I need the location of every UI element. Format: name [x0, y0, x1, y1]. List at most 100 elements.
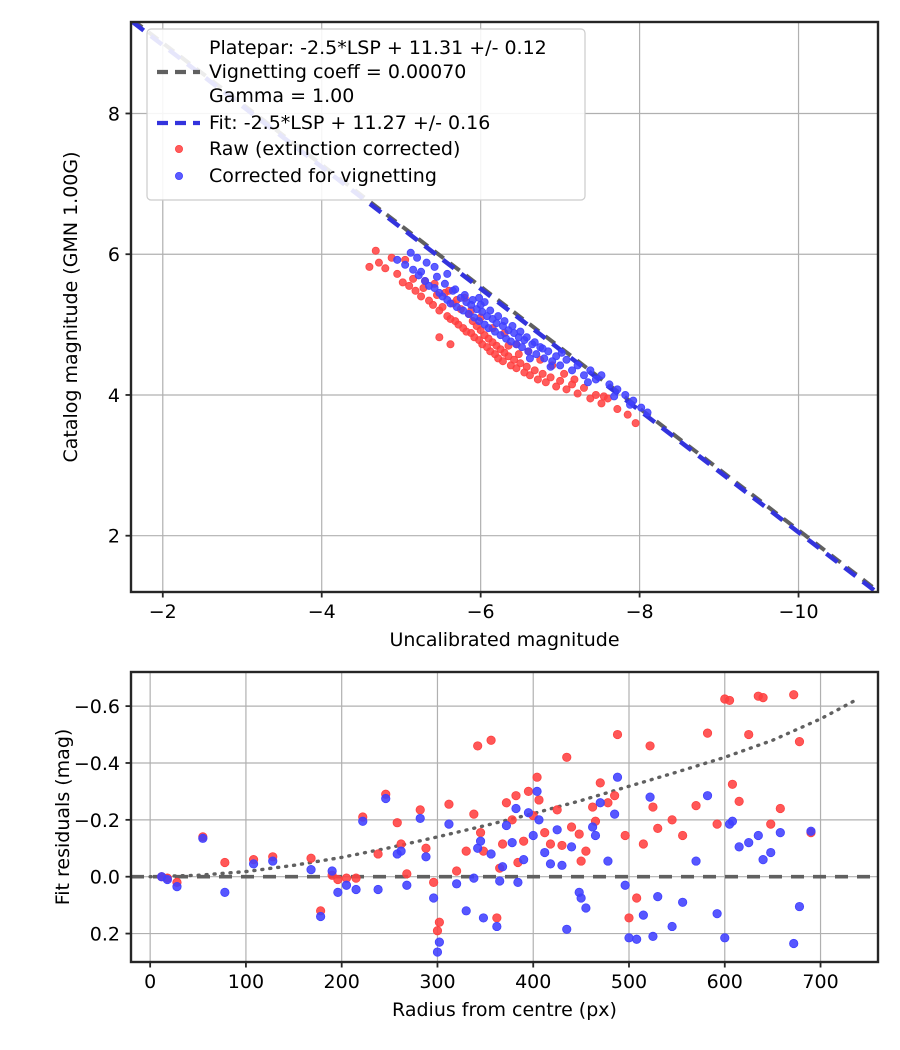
data-point [306, 853, 316, 863]
data-point [794, 901, 805, 912]
legend-entry: Vignetting coeff = 0.00070 [157, 61, 466, 83]
data-point [645, 792, 655, 802]
data-point [576, 893, 586, 903]
data-point [444, 819, 454, 829]
data-point [557, 840, 567, 851]
data-point [586, 366, 595, 375]
data-point [396, 846, 406, 856]
data-point [758, 692, 768, 703]
legend-entry-label: Fit: -2.5*LSP + 11.27 +/- 0.16 [209, 112, 490, 134]
data-point [648, 802, 658, 812]
data-point [597, 399, 606, 408]
data-point [678, 897, 688, 907]
data-point [501, 798, 512, 808]
data-point [546, 362, 555, 371]
yaxis-label-lower: Fit residuals (mag) [52, 729, 74, 906]
data-point [507, 815, 517, 825]
legend-entry-label: Raw (extinction corrected) [209, 138, 460, 160]
data-point [595, 778, 605, 788]
data-point [570, 375, 579, 384]
data-point [446, 299, 455, 308]
data-point [371, 246, 380, 255]
ytick-label-upper: 4 [108, 385, 120, 407]
data-point [451, 285, 460, 294]
data-point [415, 805, 425, 815]
data-point [534, 795, 544, 805]
data-point [574, 829, 584, 839]
data-point [678, 830, 688, 841]
data-point [794, 737, 805, 747]
data-point [511, 791, 521, 801]
data-point [519, 836, 529, 846]
data-point [525, 371, 534, 380]
data-point [541, 378, 550, 387]
data-point [648, 931, 658, 942]
data-point [532, 772, 542, 782]
fit-line-blue [131, 22, 878, 592]
data-point [306, 864, 316, 875]
data-point [406, 248, 415, 257]
data-layer-upper [131, 22, 878, 592]
data-point [603, 856, 613, 866]
data-point [806, 826, 816, 836]
data-point [645, 741, 655, 751]
data-point [434, 937, 444, 947]
data-point [500, 317, 509, 326]
data-point [461, 846, 471, 856]
data-point [480, 298, 489, 307]
data-point [398, 278, 407, 287]
data-point [712, 909, 722, 919]
data-point [516, 359, 525, 368]
data-point [452, 879, 462, 889]
data-point [557, 860, 567, 870]
data-point [422, 258, 431, 267]
data-point [789, 938, 799, 949]
data-point [514, 350, 523, 359]
data-point [381, 264, 390, 273]
data-point [438, 302, 447, 311]
data-point [632, 934, 642, 944]
data-point [517, 343, 526, 352]
data-point [358, 816, 368, 826]
data-point [573, 389, 582, 398]
data-point [393, 255, 402, 264]
data-point [492, 913, 502, 923]
data-point [538, 344, 547, 353]
data-point [610, 809, 620, 819]
data-point [475, 317, 484, 326]
data-point [613, 405, 622, 414]
data-point [552, 825, 562, 835]
vignetting-curve [148, 699, 856, 879]
data-point [744, 729, 754, 740]
data-point [351, 873, 361, 883]
data-point [599, 392, 608, 401]
data-point [540, 847, 550, 858]
data-point [766, 847, 776, 858]
data-point [469, 809, 479, 819]
data-point [524, 347, 533, 356]
data-point [498, 357, 507, 366]
data-point [766, 819, 776, 829]
data-point [220, 857, 230, 868]
data-point [613, 385, 622, 394]
data-point [620, 880, 630, 890]
data-point [402, 880, 412, 890]
data-point [712, 819, 722, 829]
data-point [475, 828, 486, 838]
data-point [612, 729, 623, 740]
data-point [631, 419, 640, 428]
data-point [409, 274, 418, 283]
data-point [497, 862, 508, 872]
data-point [702, 728, 713, 738]
data-point [758, 855, 768, 865]
data-point [667, 815, 677, 825]
data-point [393, 269, 402, 278]
legend-entry-label: Corrected for vignetting [209, 165, 437, 187]
data-point [162, 874, 172, 885]
data-point [501, 820, 512, 831]
data-point [621, 390, 630, 399]
data-point [605, 380, 614, 389]
data-point [417, 292, 426, 301]
data-point [421, 843, 431, 853]
data-point [638, 910, 648, 920]
